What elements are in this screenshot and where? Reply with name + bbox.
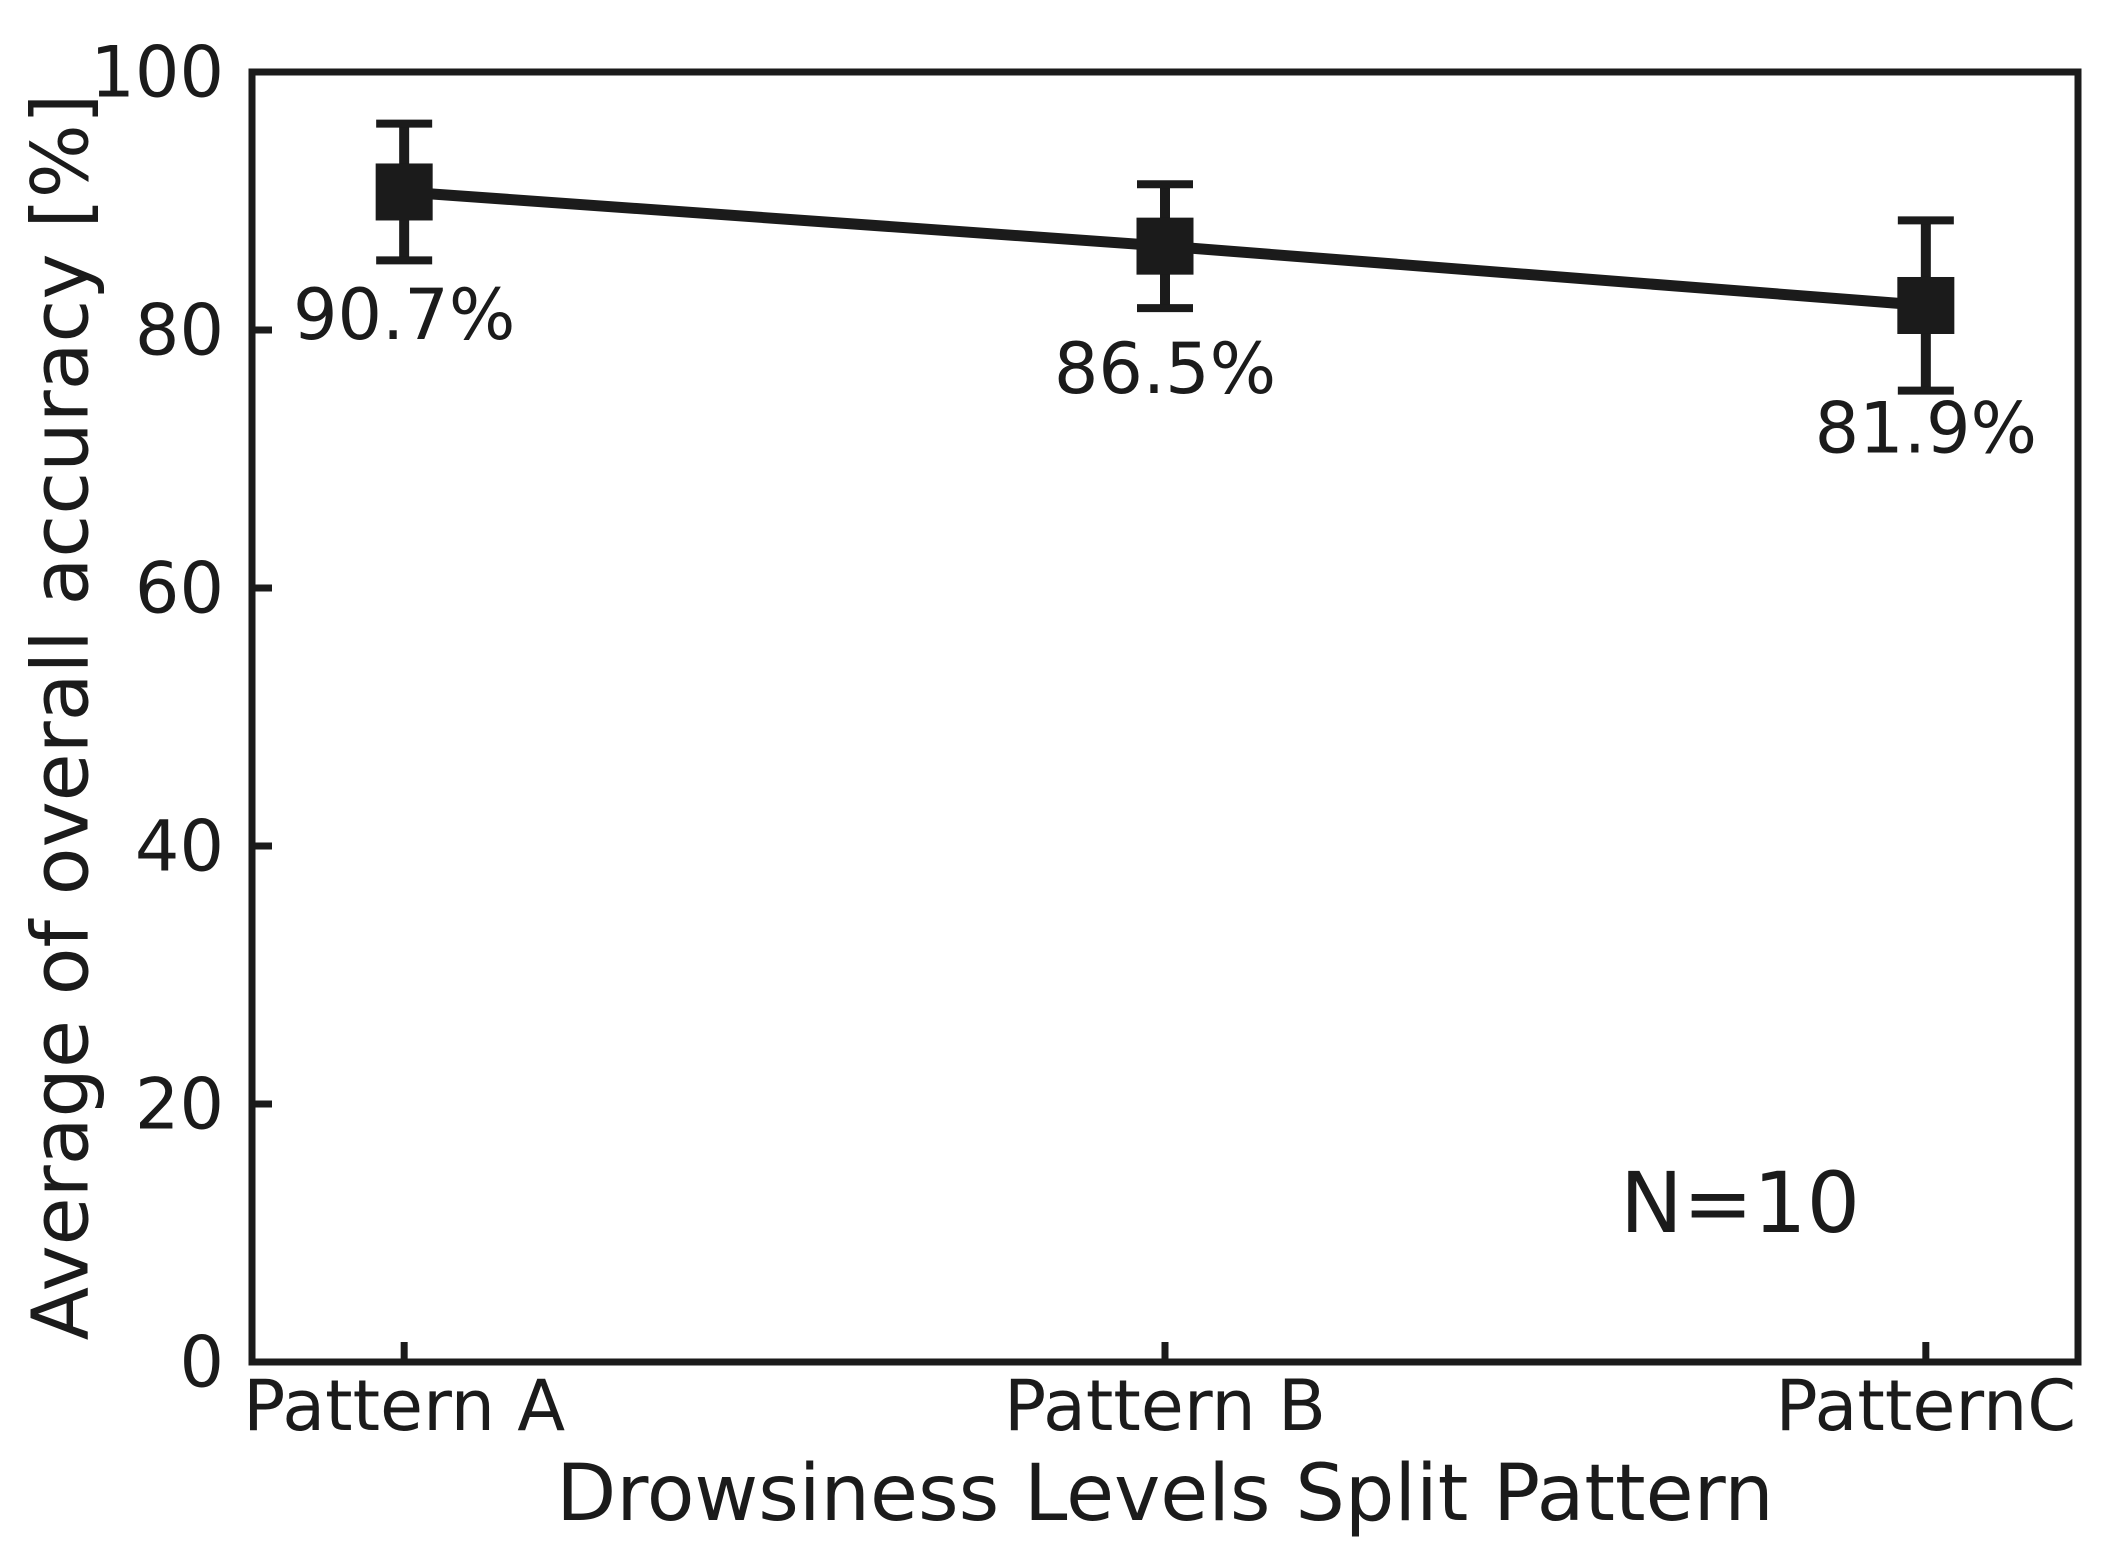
data-point-label: 81.9% [1815, 387, 2037, 469]
y-tick-label: 0 [179, 1322, 224, 1404]
y-axis-label: Average of overall accuracy [%] [16, 94, 106, 1341]
y-tick-label: 80 [135, 290, 224, 372]
data-point-marker [375, 163, 433, 221]
y-tick-label: 100 [90, 32, 224, 114]
x-tick-label: Pattern A [243, 1365, 565, 1447]
data-point-marker [1897, 276, 1955, 334]
sample-size-annotation: N=10 [1620, 1154, 1860, 1252]
y-tick-label: 60 [135, 548, 224, 630]
x-tick-label: PatternC [1775, 1365, 2076, 1447]
y-tick-label: 20 [135, 1064, 224, 1146]
x-axis-label: Drowsiness Levels Split Pattern [556, 1449, 1773, 1539]
y-tick-label: 40 [135, 806, 224, 888]
data-point-label: 90.7% [293, 274, 515, 356]
axes-layer: 0 20 40 60 80 100 Pattern A Pattern B PatternC [90, 32, 2082, 1447]
data-layer: 90.7% 86.5% 81.9% [293, 119, 2037, 469]
data-point-label: 86.5% [1054, 328, 1276, 410]
data-point-marker [1136, 217, 1194, 275]
x-tick-label: Pattern B [1004, 1365, 1326, 1447]
